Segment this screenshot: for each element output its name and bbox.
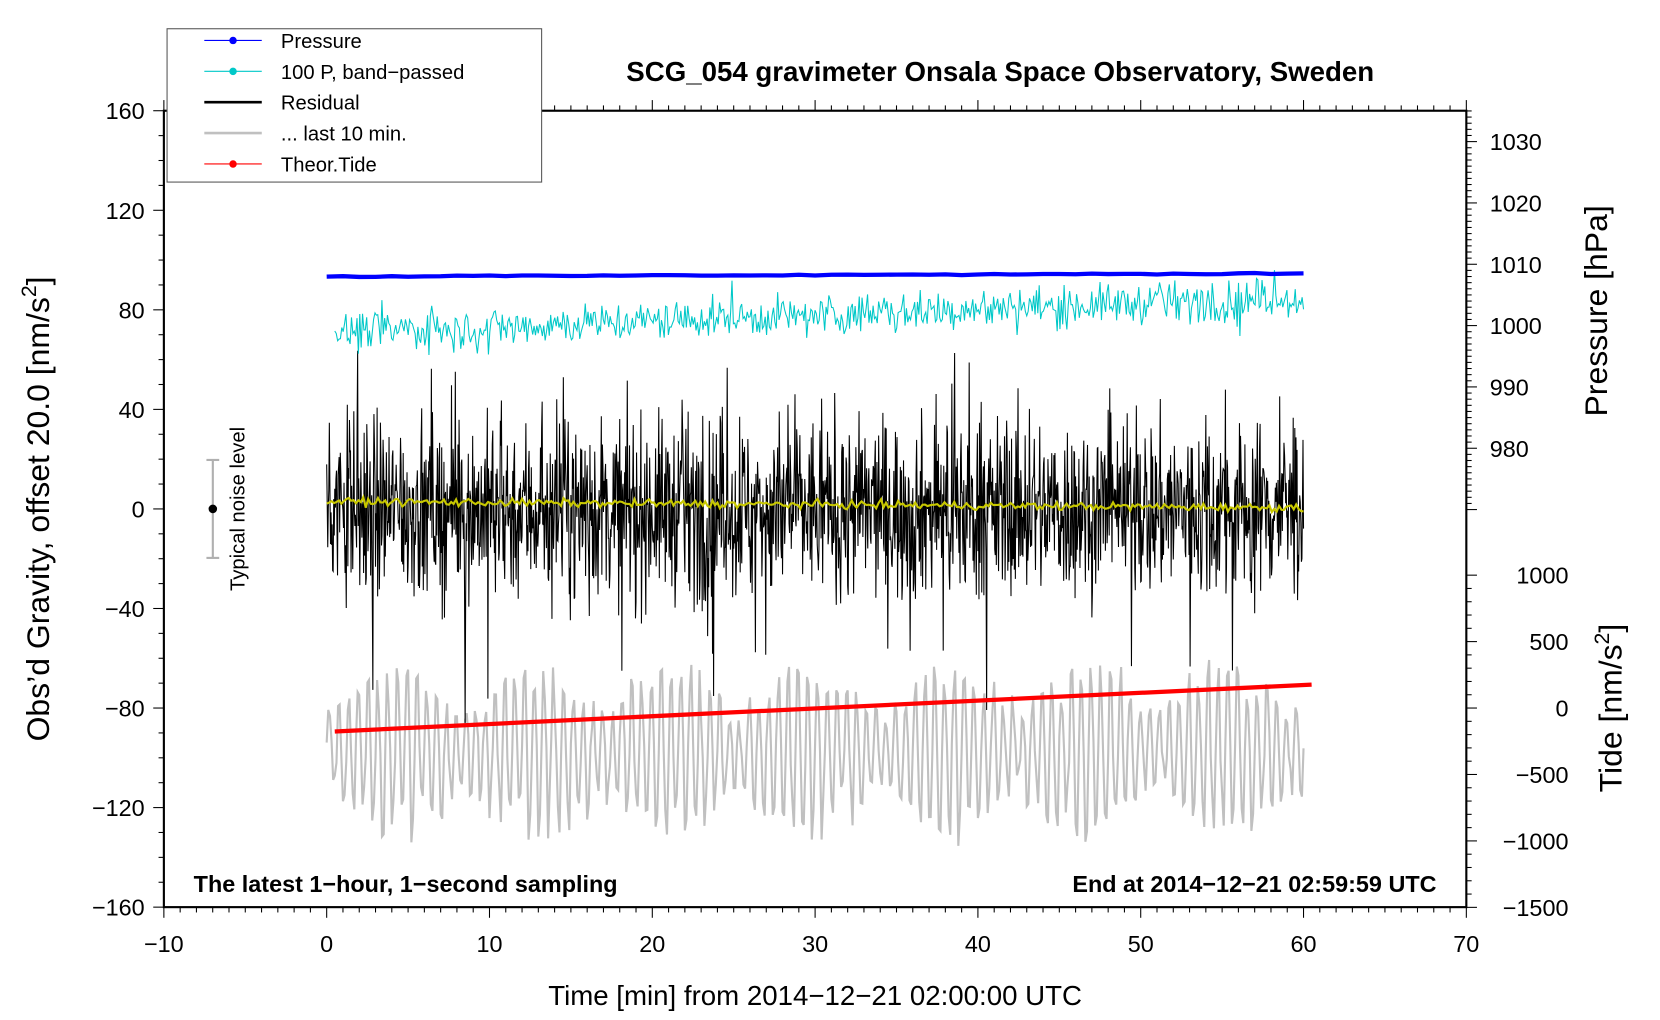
x-tick-label: 20 bbox=[639, 931, 665, 957]
y-tick-label: 80 bbox=[119, 297, 145, 323]
chart-title: SCG_054 gravimeter Onsala Space Observat… bbox=[626, 56, 1374, 87]
series-theor-tide bbox=[334, 682, 1312, 734]
noise-label: Typical noise level bbox=[228, 427, 250, 591]
legend-item: Theor.Tide bbox=[204, 154, 377, 176]
pressure-tick-label: 1010 bbox=[1490, 252, 1542, 278]
legend-item: Pressure bbox=[204, 31, 362, 53]
axis-ticks: −10 0 10 20 30 40 50 60 7016012080400−40−80−120−… bbox=[92, 98, 1568, 957]
legend-marker-icon bbox=[229, 160, 237, 168]
x-tick-label: 30 bbox=[802, 931, 828, 957]
series-100-p-band-passed bbox=[334, 270, 1305, 355]
legend-item: 100 P, band−passed bbox=[204, 62, 464, 84]
x-tick-label: 50 bbox=[1128, 931, 1154, 957]
legend: Pressure 100 P, band−passed Residual ... la… bbox=[166, 28, 543, 183]
series-pressure bbox=[326, 270, 1304, 280]
note-bottom-left: The latest 1−hour, 1−second sampling bbox=[194, 871, 618, 897]
pressure-tick-label: 980 bbox=[1490, 436, 1529, 462]
y-tick-label: −120 bbox=[92, 795, 145, 821]
x-tick-label: 60 bbox=[1291, 931, 1317, 957]
legend-marker-icon bbox=[229, 67, 237, 76]
tide-tick-label: −1500 bbox=[1503, 895, 1569, 921]
tide-tick-label: 500 bbox=[1529, 629, 1568, 655]
y-tick-label: 0 bbox=[132, 496, 145, 522]
y-tick-label: −160 bbox=[92, 895, 145, 921]
series-last-10-min bbox=[325, 659, 1305, 846]
legend-item: ... last 10 min. bbox=[204, 124, 407, 146]
note-bottom-right: End at 2014−12−21 02:59:59 UTC bbox=[1072, 871, 1436, 897]
y-tick-label: −80 bbox=[105, 696, 145, 722]
tide-tick-label: 1000 bbox=[1516, 563, 1568, 589]
legend-item: Residual bbox=[204, 93, 360, 115]
legend-label: Theor.Tide bbox=[281, 154, 377, 176]
x-axis-label: Time [min] from 2014−12−21 02:00:00 UTC bbox=[548, 980, 1082, 1011]
tide-axis-label: Tide [nm/s2] bbox=[1590, 624, 1629, 793]
legend-label: Residual bbox=[281, 93, 360, 115]
x-tick-label: 70 bbox=[1453, 931, 1479, 957]
legend-label: 100 P, band−passed bbox=[281, 62, 464, 84]
pressure-tick-label: 1020 bbox=[1490, 190, 1542, 216]
tide-tick-label: 0 bbox=[1555, 696, 1568, 722]
pressure-tick-label: 1030 bbox=[1490, 129, 1542, 155]
legend-marker-icon bbox=[229, 36, 237, 45]
y-tick-label: −40 bbox=[105, 596, 145, 622]
x-tick-label: −10 bbox=[144, 931, 184, 957]
plot-frame bbox=[162, 109, 1468, 909]
series-layer bbox=[325, 270, 1312, 846]
pressure-tick-label: 990 bbox=[1490, 374, 1529, 400]
noise-level-indicator: Typical noise level bbox=[206, 427, 250, 591]
series-smoothed-residual bbox=[326, 493, 1304, 515]
y-tick-label: 160 bbox=[106, 98, 145, 124]
y-tick-label: 40 bbox=[119, 397, 145, 423]
pressure-axis-label: Pressure [hPa] bbox=[1578, 205, 1614, 416]
series-residual bbox=[326, 350, 1305, 723]
x-tick-label: 0 bbox=[320, 931, 333, 957]
y-axis-label: Obs’d Gravity, offset 20.0 [nm/s2] bbox=[17, 276, 56, 741]
x-tick-label: 10 bbox=[476, 931, 502, 957]
tide-tick-label: −500 bbox=[1516, 762, 1569, 788]
tide-tick-label: −1000 bbox=[1503, 828, 1569, 854]
y-tick-label: 120 bbox=[106, 198, 145, 224]
legend-label: ... last 10 min. bbox=[281, 124, 407, 146]
pressure-tick-label: 1000 bbox=[1490, 313, 1542, 339]
x-tick-label: 40 bbox=[965, 931, 991, 957]
legend-label: Pressure bbox=[281, 31, 362, 53]
